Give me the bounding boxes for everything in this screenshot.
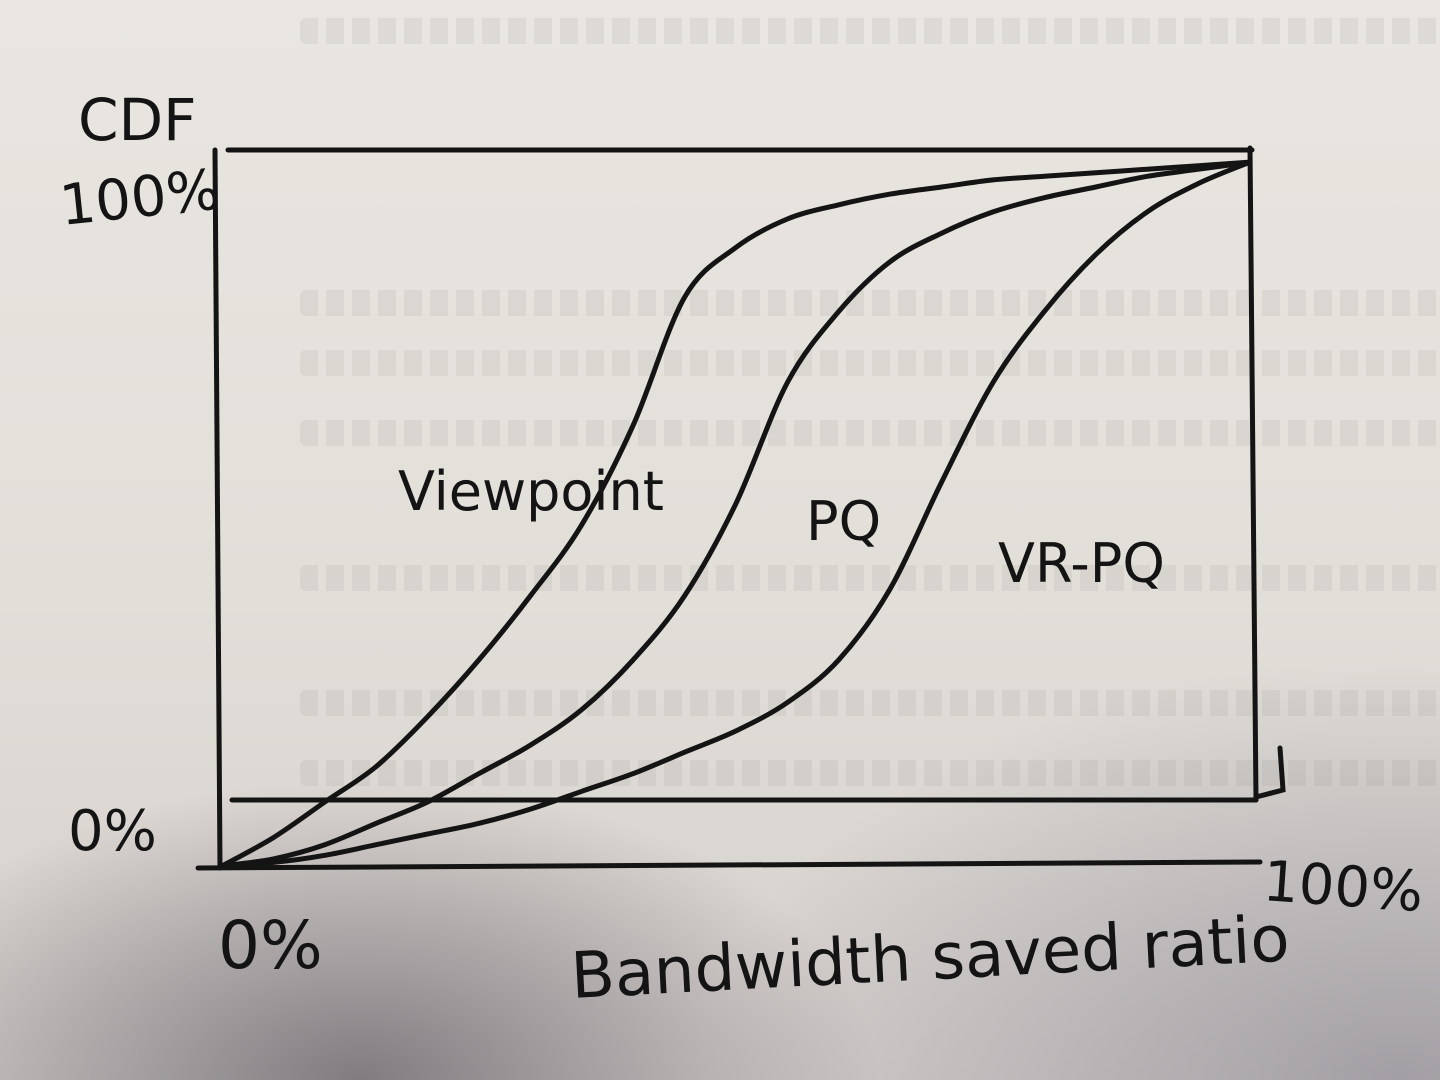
show-through-text [300, 18, 1440, 44]
series-label-vr-pq: VR-PQ [998, 532, 1165, 595]
x-axis [195, 859, 1263, 871]
y-axis [212, 147, 223, 871]
x-tick-right: 100% [1261, 849, 1425, 925]
series-line-vr-pq [219, 159, 1253, 869]
series-label-viewpoint: Viewpoint [398, 460, 664, 523]
y-axis-label: CDF [78, 86, 197, 154]
series-layer [219, 159, 1253, 869]
show-through-text [300, 690, 1440, 716]
series-line-pq [219, 159, 1253, 869]
series-label-pq: PQ [806, 490, 881, 553]
show-through-text [300, 420, 1440, 446]
frame-right-mark [1253, 745, 1286, 800]
x-axis-label: Bandwidth saved ratio [569, 902, 1291, 1014]
y-tick-top: 100% [57, 158, 223, 239]
show-through-text [300, 565, 1440, 591]
x-tick-left: 0% [218, 907, 323, 984]
frame-right [1247, 145, 1259, 803]
y-tick-bottom: 0% [68, 799, 157, 864]
series-line-viewpoint [219, 159, 1253, 869]
plot-frame [195, 145, 1286, 871]
show-through-text [300, 760, 1440, 786]
